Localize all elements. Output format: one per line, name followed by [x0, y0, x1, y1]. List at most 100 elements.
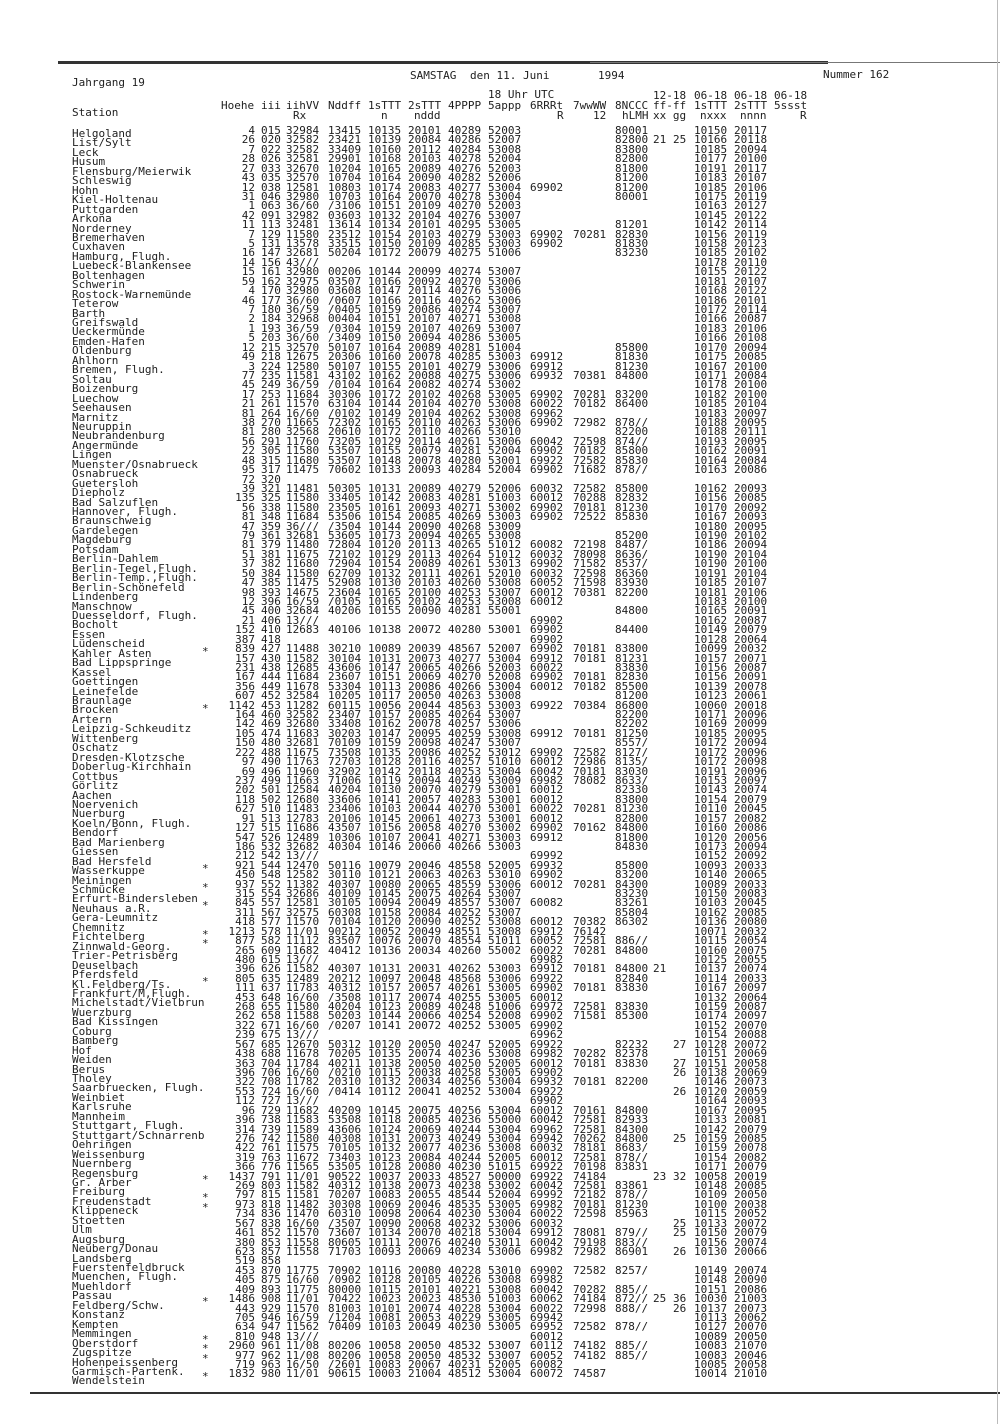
- cell-a5: 53007: [488, 265, 522, 279]
- cell-rt2: 21070: [734, 1339, 768, 1353]
- cell-p4: 40253: [448, 585, 482, 599]
- cell-t1: 10154: [368, 510, 402, 524]
- cell-hoehe: 547: [235, 830, 255, 844]
- cell-n8: 83861: [615, 1179, 649, 1193]
- cell-nddff: 13614: [328, 218, 362, 232]
- cell-p4: 48567: [448, 642, 482, 656]
- cell-t2: 20105: [408, 1273, 442, 1287]
- cell-nddff: 20212: [328, 971, 362, 985]
- cell-iii: 046: [261, 189, 281, 203]
- cell-a5: 52004: [488, 463, 522, 477]
- cell-iii: 418: [261, 632, 281, 646]
- cell-t1: 10155: [368, 444, 402, 458]
- cell-iii: 453: [261, 698, 281, 712]
- cell-t1: 10003: [368, 1367, 402, 1381]
- cell-rt2: 20100: [734, 152, 768, 166]
- station-name: Nuernberg: [72, 1157, 132, 1171]
- cell-iihvv: 11580: [286, 227, 320, 241]
- cell-rt2: 20117: [734, 161, 768, 175]
- cell-n8: 81830: [615, 237, 649, 251]
- cell-rt1: 10120: [694, 830, 728, 844]
- cell-iii: 406: [261, 613, 281, 627]
- cell-nddff: 53304: [328, 679, 362, 693]
- cell-n8: 82800: [615, 811, 649, 825]
- cell-nddff: 72302: [328, 416, 362, 430]
- cell-rt1: 10166: [694, 312, 728, 326]
- station-name: Braunlage: [72, 694, 132, 707]
- cell-rt1: 10191: [694, 161, 728, 175]
- cell-rt1: 10183: [694, 595, 728, 608]
- cell-r6: 69912: [530, 359, 564, 373]
- cell-rt2: 20059: [734, 1084, 768, 1098]
- cell-rt1: 10162: [694, 905, 728, 919]
- cell-iihvv: 11686: [286, 821, 320, 835]
- cell-p4: 40240: [448, 1235, 482, 1249]
- cell-nddff: /0414: [328, 1084, 362, 1098]
- cell-t2: 20070: [408, 1226, 442, 1240]
- cell-t1: 10089: [368, 642, 402, 656]
- cell-w7: 74182: [573, 1348, 607, 1362]
- cell-a5: 51015: [488, 1160, 522, 1174]
- cell-iii: 460: [261, 708, 281, 722]
- cell-rt1: 10172: [694, 755, 728, 769]
- cell-rt1: 10167: [694, 510, 728, 524]
- cell-iii: 542: [261, 849, 281, 863]
- cell-r6: 69982: [530, 952, 564, 966]
- cell-a5: 52003: [488, 660, 522, 674]
- cell-t2: 20080: [408, 1263, 442, 1277]
- cell-rt2: 20050: [734, 1188, 768, 1202]
- cell-hoehe: 921: [235, 858, 255, 872]
- cell-gg: 26: [673, 1066, 687, 1079]
- cell-p4: 40244: [448, 1150, 482, 1164]
- cell-p4: 40250: [448, 1056, 482, 1070]
- col-s5-sub: R: [800, 109, 807, 122]
- cell-rt1: 10185: [694, 142, 728, 156]
- station-name: Klippeneck: [72, 1204, 139, 1218]
- cell-t2: 20100: [408, 585, 442, 599]
- cell-w7: 70181: [573, 1075, 607, 1089]
- col-n8-sub: hLMH: [622, 109, 649, 122]
- cell-iihvv: 32968: [286, 312, 320, 326]
- cell-t1: 10129: [368, 547, 402, 561]
- cell-t2: 20073: [408, 651, 442, 665]
- cell-a5: 53006: [488, 274, 522, 288]
- cell-r6: 60082: [530, 896, 564, 910]
- cell-nddff: 43507: [328, 821, 362, 835]
- cell-a5: 53004: [488, 651, 522, 665]
- cell-rt2: 20101: [734, 293, 768, 307]
- cell-t2: 20070: [408, 783, 442, 797]
- cell-rt1: 10168: [694, 284, 728, 298]
- cell-rt2: 20062: [734, 1310, 768, 1324]
- station-name: Memmingen: [72, 1327, 132, 1341]
- cell-n8: 81230: [615, 359, 649, 373]
- cell-nddff: 30308: [328, 1197, 362, 1211]
- cell-iii: 384: [261, 566, 281, 580]
- cell-n8: 82330: [615, 783, 649, 797]
- cell-a5: 53008: [488, 312, 522, 326]
- cell-hoehe: 135: [235, 491, 255, 505]
- cell-hoehe: 480: [235, 952, 255, 966]
- cell-rt1: 10113: [694, 1310, 728, 1324]
- cell-iii: 480: [261, 736, 281, 750]
- cell-n8: 878//: [615, 463, 649, 477]
- cell-nddff: 50305: [328, 481, 362, 495]
- cell-n8: 872//: [615, 1292, 649, 1306]
- cell-iihvv: 32575: [286, 905, 320, 919]
- cell-rt2: 20118: [734, 133, 768, 147]
- cell-rt1: 10193: [694, 434, 728, 448]
- cell-rt2: 20093: [734, 510, 768, 524]
- cell-n8: 81200: [615, 171, 649, 185]
- cell-rt2: 20095: [734, 726, 768, 740]
- cell-iihvv: 11675: [286, 547, 320, 561]
- cell-w7: 70381: [573, 368, 607, 382]
- station-name: Ulm: [72, 1223, 92, 1237]
- cell-n8: 81250: [615, 726, 649, 740]
- cell-t2: 20079: [408, 444, 442, 458]
- cell-nddff: /0607: [328, 293, 362, 307]
- cell-nddff: /3507: [328, 1216, 362, 1230]
- cell-iii: 962: [261, 1348, 281, 1362]
- col-rt2: 2sTTT: [734, 99, 768, 112]
- cell-p4: 40234: [448, 1244, 482, 1258]
- cell-rt2: 20087: [734, 613, 768, 627]
- cell-t2: 20072: [408, 623, 442, 637]
